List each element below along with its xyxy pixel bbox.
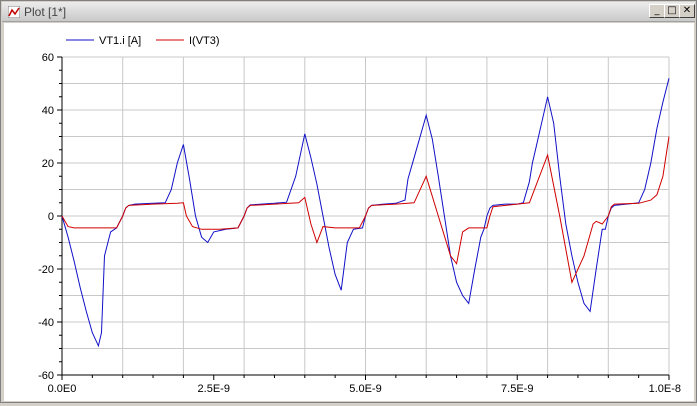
x-tick-label: 2.5E-9: [198, 383, 230, 395]
y-tick-label: 0: [48, 211, 54, 223]
window-title: Plot [1*]: [24, 5, 67, 19]
y-tick-label: -20: [38, 264, 54, 276]
minimize-button[interactable]: _: [649, 4, 665, 18]
plot-app-icon: [8, 6, 20, 18]
series-line-i-vt3[interactable]: [61, 136, 670, 284]
x-tick-label: 1.0E-8: [649, 383, 681, 395]
y-tick-label: 40: [42, 105, 54, 117]
close-button[interactable]: ✕: [679, 4, 695, 18]
plot-area[interactable]: 0.0E0 2.5E-9 5.0E-9 7.5E-9 1.0E-8 60 40 20 0 -20 -…: [4, 23, 694, 401]
legend-label: VT1.i [A]: [99, 35, 141, 47]
y-tick-label: 20: [42, 158, 54, 170]
y-tick-label: 60: [42, 52, 54, 64]
legend-label: I(VT3): [189, 35, 220, 47]
x-tick-label: 0.0E0: [48, 383, 77, 395]
y-tick-label: -60: [38, 370, 54, 382]
x-tick-label: 7.5E-9: [501, 383, 533, 395]
maximize-button[interactable]: □: [664, 4, 680, 18]
line-chart[interactable]: 0.0E0 2.5E-9 5.0E-9 7.5E-9 1.0E-8 60 40 20 0 -20 -…: [4, 23, 694, 401]
title-bar[interactable]: Plot [1*] _ □ ✕: [2, 2, 695, 22]
x-tick-label: 5.0E-9: [349, 383, 381, 395]
y-tick-label: -40: [38, 317, 54, 329]
